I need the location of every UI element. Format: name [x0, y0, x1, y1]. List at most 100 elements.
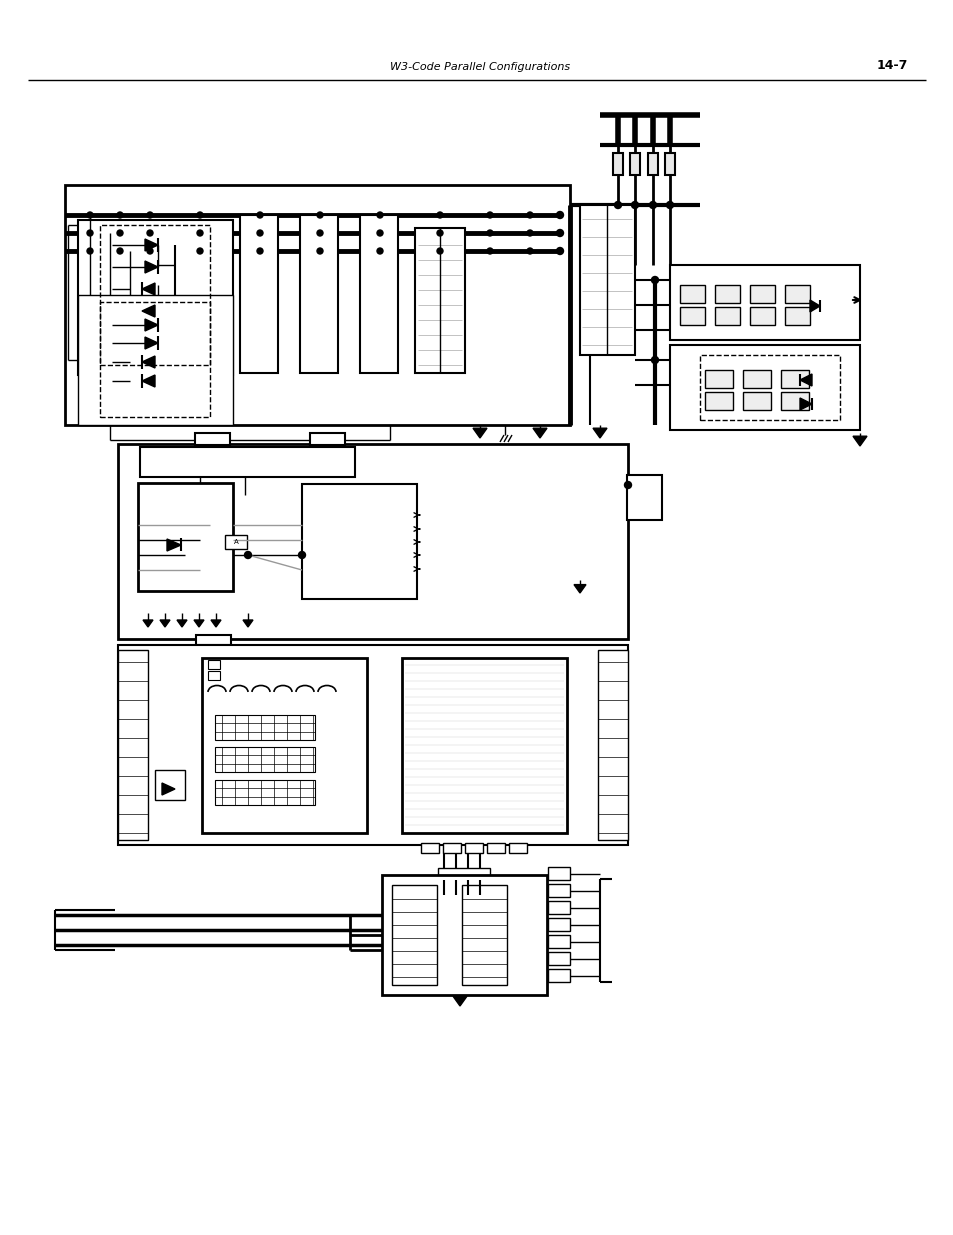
Polygon shape — [145, 240, 158, 251]
Circle shape — [631, 201, 638, 209]
Bar — [195, 635, 231, 645]
Circle shape — [486, 212, 493, 219]
Polygon shape — [473, 429, 486, 438]
Circle shape — [651, 277, 658, 284]
Bar — [749, 285, 774, 303]
Circle shape — [147, 230, 152, 236]
Bar — [442, 844, 460, 853]
Polygon shape — [193, 620, 204, 627]
Circle shape — [436, 248, 442, 254]
Polygon shape — [809, 300, 820, 312]
Circle shape — [117, 230, 123, 236]
Circle shape — [556, 230, 563, 236]
Bar — [461, 885, 506, 986]
Bar — [669, 266, 859, 340]
Polygon shape — [211, 620, 221, 627]
Bar — [225, 535, 247, 550]
Polygon shape — [593, 429, 606, 438]
Circle shape — [117, 212, 123, 219]
Circle shape — [147, 212, 152, 219]
Bar — [381, 876, 546, 995]
Circle shape — [87, 230, 92, 236]
Bar — [118, 445, 627, 638]
Circle shape — [486, 248, 493, 254]
Bar — [509, 844, 526, 853]
Polygon shape — [145, 261, 158, 273]
Circle shape — [376, 230, 382, 236]
Bar — [547, 952, 569, 965]
Bar — [359, 215, 397, 373]
Bar — [742, 391, 770, 410]
Bar — [486, 844, 504, 853]
Bar — [302, 484, 416, 599]
Bar — [547, 902, 569, 914]
Bar — [547, 867, 569, 881]
Circle shape — [147, 248, 152, 254]
Polygon shape — [852, 436, 866, 446]
Bar — [664, 153, 675, 175]
Polygon shape — [145, 337, 158, 350]
Bar — [65, 185, 569, 425]
Circle shape — [526, 212, 533, 219]
Bar — [401, 658, 566, 832]
Circle shape — [196, 230, 203, 236]
Circle shape — [624, 482, 631, 489]
Bar — [704, 370, 732, 388]
Bar — [626, 475, 661, 520]
Bar — [679, 308, 704, 325]
Bar — [547, 935, 569, 948]
Bar — [714, 285, 740, 303]
Bar — [547, 884, 569, 897]
Polygon shape — [162, 783, 174, 795]
Bar — [415, 228, 464, 373]
Polygon shape — [533, 429, 546, 438]
Bar — [202, 658, 367, 832]
Bar — [547, 918, 569, 931]
Polygon shape — [800, 398, 811, 410]
Text: A: A — [233, 538, 238, 545]
Bar — [100, 303, 210, 417]
Bar — [784, 285, 809, 303]
Bar — [629, 153, 639, 175]
Bar — [704, 391, 732, 410]
Circle shape — [298, 552, 305, 558]
Polygon shape — [800, 374, 811, 387]
Bar — [781, 370, 808, 388]
Bar — [547, 969, 569, 982]
Circle shape — [316, 248, 323, 254]
Bar — [647, 153, 658, 175]
Circle shape — [436, 212, 442, 219]
Polygon shape — [453, 997, 467, 1007]
Bar — [118, 650, 148, 840]
Circle shape — [436, 230, 442, 236]
Circle shape — [376, 212, 382, 219]
Polygon shape — [142, 356, 154, 368]
Bar — [700, 354, 840, 420]
Polygon shape — [167, 538, 181, 551]
Bar — [154, 769, 185, 800]
Bar — [784, 308, 809, 325]
Bar — [437, 868, 490, 881]
Bar — [138, 483, 233, 592]
Bar — [579, 205, 635, 354]
Bar — [310, 433, 345, 445]
Bar — [420, 844, 438, 853]
Circle shape — [556, 211, 563, 219]
Circle shape — [256, 230, 263, 236]
Circle shape — [256, 248, 263, 254]
Circle shape — [87, 212, 92, 219]
Bar — [214, 715, 314, 740]
Bar — [781, 391, 808, 410]
Bar — [742, 370, 770, 388]
Circle shape — [316, 212, 323, 219]
Bar — [118, 645, 627, 845]
Text: 14-7: 14-7 — [876, 59, 907, 72]
Circle shape — [87, 248, 92, 254]
Bar — [669, 345, 859, 430]
Bar — [749, 308, 774, 325]
Polygon shape — [142, 283, 154, 295]
Circle shape — [556, 247, 563, 254]
Circle shape — [316, 230, 323, 236]
Circle shape — [486, 230, 493, 236]
Circle shape — [196, 248, 203, 254]
